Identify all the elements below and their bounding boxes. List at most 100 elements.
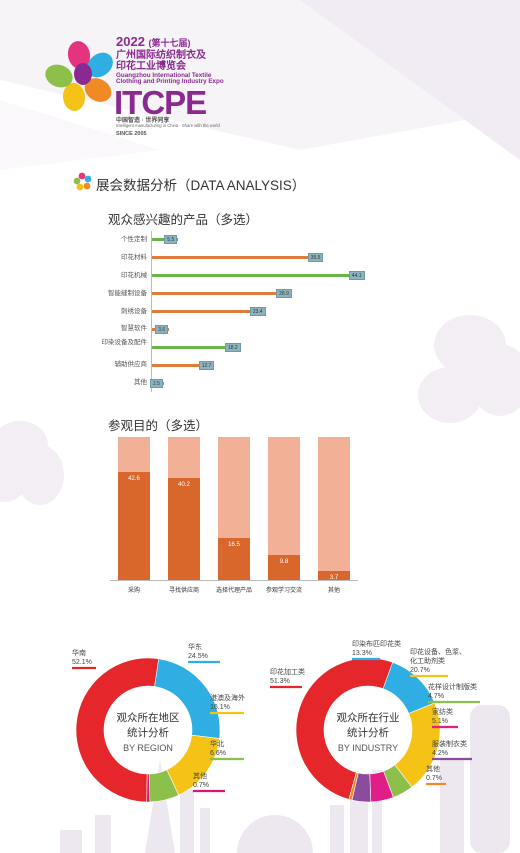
industry-label-design: 花样设计制版类 4.7% xyxy=(428,683,477,701)
interest-value-label: 12.7 xyxy=(198,360,215,370)
interest-category-label: 辅助供应商 xyxy=(114,361,148,369)
interest-bar xyxy=(152,310,264,313)
industry-label-printing: 印花加工类 51.3% xyxy=(270,668,305,686)
region-label-south-pct: 52.1% xyxy=(72,659,92,666)
logo-tagline: 中国智造 · 世界同享 xyxy=(116,118,170,124)
purpose-bar xyxy=(268,555,300,580)
purpose-bar xyxy=(218,538,250,580)
logo-since: SINCE 2005 xyxy=(116,131,147,137)
region-label-overseas-name: 港澳及海外 xyxy=(210,695,245,702)
interest-category-label: 个性定制 xyxy=(121,235,147,243)
region-donut-center: 观众所在地区 统计分析 BY REGION xyxy=(98,711,198,756)
purpose-category-label: 选择代理产品 xyxy=(215,588,252,594)
logo-cn-line1: 广州国际纺织制衣及 xyxy=(116,50,206,61)
purpose-bar-background xyxy=(318,437,350,580)
region-label-overseas: 港澳及海外 16.1% xyxy=(210,694,245,712)
purpose-category-label: 寻找供应商 xyxy=(168,588,199,594)
industry-label-garment-pct: 4.2% xyxy=(432,750,448,757)
skyline-watermark xyxy=(60,705,510,853)
interest-value-label: 44.1 xyxy=(348,271,365,281)
industry-label-printing-pct: 51.3% xyxy=(270,678,290,685)
purpose-value-label: 42.6 xyxy=(128,476,140,483)
interest-category-label: 其他 xyxy=(134,379,147,387)
industry-center-line2: 统计分析 xyxy=(347,727,389,739)
interest-chart-title: 观众感兴趣的产品（多选） xyxy=(108,213,259,227)
interest-value-label: 28.9 xyxy=(276,289,292,299)
industry-label-design-pct: 4.7% xyxy=(428,693,444,700)
purpose-bar xyxy=(168,478,200,580)
region-label-other: 其他 0.7% xyxy=(193,772,209,790)
region-label-east: 华东 24.5% xyxy=(188,643,208,661)
pinwheel-icon xyxy=(73,172,92,191)
industry-label-other-name: 其他 xyxy=(426,766,440,773)
region-slice xyxy=(146,773,151,803)
industry-label-equipment-name: 印花设备、色浆、 xyxy=(410,649,466,656)
region-label-other-name: 其他 xyxy=(193,773,207,780)
industry-label-homefabric-pct: 5.1% xyxy=(432,718,448,725)
purpose-value-label: 40.2 xyxy=(178,482,190,489)
industry-label-equipment: 印花设备、色浆、 化工助剂类 20.7% xyxy=(410,648,466,675)
interest-bar xyxy=(152,292,291,296)
purpose-x-axis xyxy=(110,580,358,581)
region-center-line1: 观众所在地区 xyxy=(116,712,180,724)
purpose-category-label: 参观学习交流 xyxy=(265,588,302,594)
interest-category-label: 智能缝制设备 xyxy=(108,289,147,297)
purpose-bar xyxy=(318,570,350,580)
region-label-east-name: 华东 xyxy=(188,644,202,651)
interest-bar xyxy=(152,345,239,349)
interest-y-axis xyxy=(151,231,152,392)
interest-category-label: 智慧软件 xyxy=(121,325,147,333)
purpose-category-label: 其他 xyxy=(327,588,340,594)
flower-watermark-left xyxy=(0,421,64,505)
interest-value-label: 35.5 xyxy=(307,253,324,263)
industry-slice xyxy=(295,657,394,800)
industry-label-garment: 服装制衣类 4.2% xyxy=(432,740,467,758)
region-label-north-name: 华北 xyxy=(210,741,224,748)
logo-tagline-en: Intelligent manufacturing in China · Sha… xyxy=(116,123,220,128)
logo-flower-icon xyxy=(45,41,113,111)
purpose-value-label: 16.5 xyxy=(228,542,240,549)
purpose-bar xyxy=(118,472,150,580)
interest-bar xyxy=(152,256,322,260)
region-label-north: 华北 6.6% xyxy=(210,740,226,758)
logo-acronym: ITCPE xyxy=(114,84,207,121)
industry-label-equipment-name2: 化工助剂类 xyxy=(410,658,445,665)
region-center-line2: 统计分析 xyxy=(127,727,169,739)
region-label-other-pct: 0.7% xyxy=(193,782,209,789)
industry-label-equipment-pct: 20.7% xyxy=(410,667,430,674)
industry-label-other: 其他 0.7% xyxy=(426,765,442,783)
industry-label-garment-name: 服装制衣类 xyxy=(432,741,467,748)
purpose-value-label: 3.7 xyxy=(329,574,339,581)
industry-label-design-name: 花样设计制版类 xyxy=(428,684,477,691)
industry-center-en: BY INDUSTRY xyxy=(337,743,399,753)
region-center-en: BY REGION xyxy=(123,743,173,753)
interest-bar xyxy=(152,363,213,367)
interest-category-label: 印花机械 xyxy=(121,271,147,279)
logo-en-line2: Clothing and Printing Industry Expo xyxy=(116,78,224,85)
interest-value-label: 3.6 xyxy=(155,324,169,334)
logo-en-line1: Guangzhou International Textile xyxy=(116,72,212,79)
section-title: 展会数据分析（DATA ANALYSIS） xyxy=(96,178,306,193)
flower-watermark-right xyxy=(418,315,520,423)
industry-label-homefabric-name: 家纺类 xyxy=(432,709,453,716)
industry-center-line1: 观众所在行业 xyxy=(336,712,400,724)
region-slice xyxy=(75,657,160,803)
logo-year: 2022 (第十七届) xyxy=(116,34,191,49)
industry-label-printing-name: 印花加工类 xyxy=(270,669,305,676)
interest-value-label: 18.2 xyxy=(224,342,241,352)
region-label-south: 华南 52.1% xyxy=(72,649,92,667)
interest-category-label: 印花材料 xyxy=(121,253,147,261)
interest-value-label: 23.4 xyxy=(249,307,266,316)
region-label-overseas-pct: 16.1% xyxy=(210,704,230,711)
industry-label-fabric-name: 印染布匹印花类 xyxy=(352,641,401,648)
interest-value-label: 2.5 xyxy=(149,378,163,388)
industry-label-fabric-pct: 13.3% xyxy=(352,650,372,657)
interest-category-label: 刺绣设备 xyxy=(121,307,147,315)
industry-slice xyxy=(348,772,359,801)
logo-cn-line2: 印花工业博览会 xyxy=(116,61,186,72)
industry-label-other-pct: 0.7% xyxy=(426,775,442,782)
industry-label-homefabric: 家纺类 5.1% xyxy=(432,708,453,726)
